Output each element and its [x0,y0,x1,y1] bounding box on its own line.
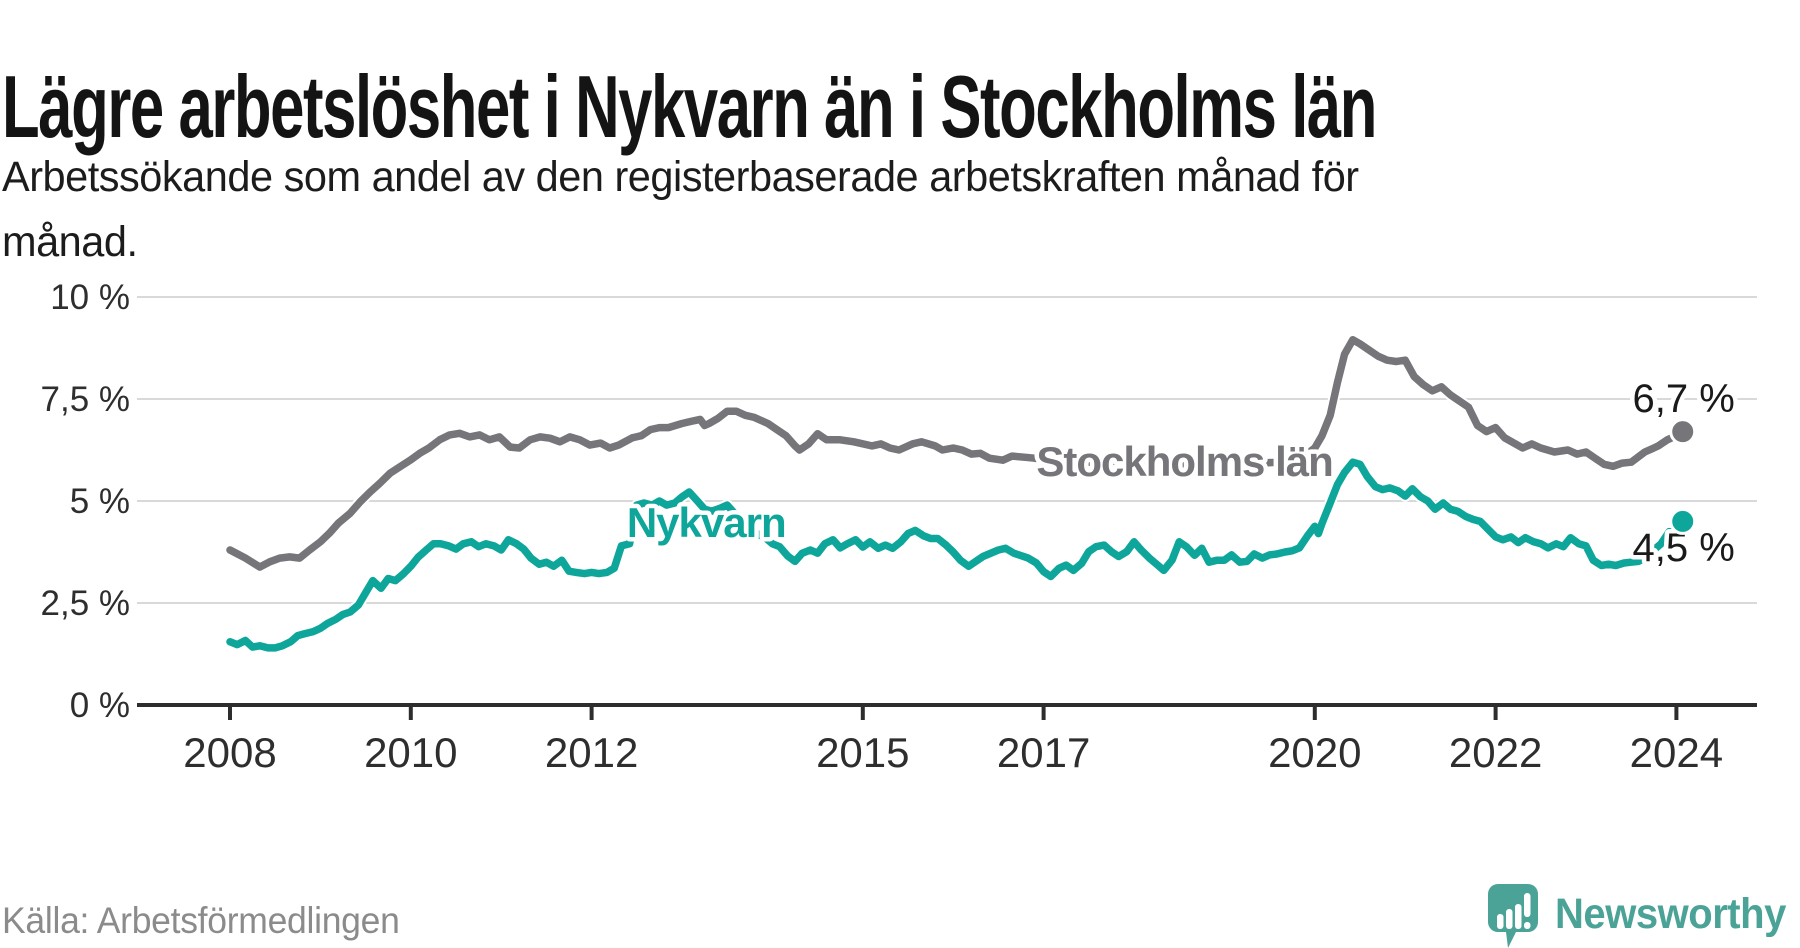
y-tick-label: 10 % [50,278,130,317]
series-label: Nykvarn [627,499,786,546]
series-line-casing [224,334,1689,573]
series-line [226,336,1687,571]
page-title: Lägre arbetslöshet i Nykvarn än i Stockh… [2,56,1377,156]
x-tick-label: 2017 [997,729,1090,776]
x-tick-label: 2010 [364,729,457,776]
x-tick-label: 2015 [816,729,909,776]
y-tick-label: 5 % [70,482,130,521]
source-note: Källa: Arbetsförmedlingen [2,900,400,941]
newsworthy-logo-icon [1488,884,1538,948]
x-tick-label: 2024 [1630,729,1723,776]
brand-name: Newsworthy [1555,890,1786,938]
end-value-label: 6,7 % [1632,377,1734,421]
y-tick-label: 7,5 % [41,380,131,419]
y-tick-label: 0 % [70,686,130,725]
series-label: Stockholms län [1036,438,1332,485]
series-end-dot [1669,507,1697,535]
chart-subtitle: Arbetssökande som andel av den registerb… [2,153,1359,267]
x-tick-label: 2008 [183,729,276,776]
series-line [226,458,1687,652]
series-end-dot [1669,418,1697,446]
x-tick-label: 2022 [1449,729,1542,776]
x-tick-label: 2012 [545,729,638,776]
x-tick-label: 2020 [1268,729,1361,776]
brand-lockup: Newsworthy [1488,884,1800,948]
y-tick-label: 2,5 % [41,584,131,623]
